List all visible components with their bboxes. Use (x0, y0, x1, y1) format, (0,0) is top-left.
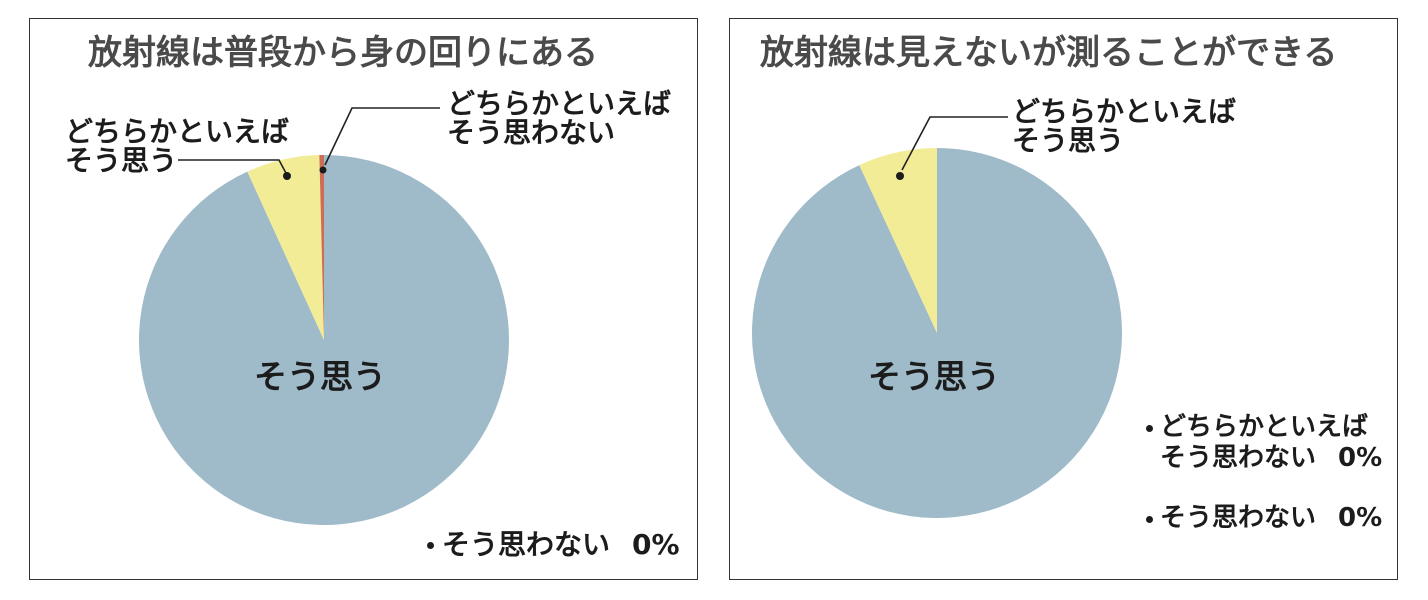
value-label: 0% (1338, 443, 1383, 473)
bullet-dot (427, 542, 434, 549)
leader-line-somewhat-agree-right (901, 116, 1008, 171)
label-somewhat-disagree-left: どちらかといえば そう思わない (447, 89, 671, 147)
pie-chart-left (138, 155, 509, 525)
pie-chart-right (752, 148, 1123, 518)
leader-line-somewhat-disagree-left (324, 107, 440, 166)
leader-dot-somewhat-agree-right (896, 172, 904, 180)
pie-slice-somewhat-agree-left (247, 155, 324, 340)
chart-title-right: 放射線は見えないが測ることができる (760, 33, 1338, 73)
category-label: そう思う (254, 357, 386, 396)
category-label: どちらかといえば そう思う (1012, 95, 1237, 157)
category-label: どちらかといえば そう思う (65, 115, 290, 177)
label-disagree-left: そう思わない 0% (427, 528, 680, 561)
label-somewhat-agree-right: どちらかといえば そう思う (1012, 97, 1236, 155)
bullet-dot (1146, 516, 1153, 523)
pie-slice-somewhat-disagree-left (319, 155, 324, 340)
chart-panel-right (729, 18, 1398, 580)
category-label: そう思う (868, 357, 1000, 396)
pie-slice-somewhat-agree-right (859, 148, 937, 333)
category-label: そう思わない (442, 528, 611, 561)
category-label: そう思わない (1160, 503, 1317, 533)
chart-panel-left (29, 18, 698, 580)
leader-line-somewhat-agree-left (178, 159, 288, 176)
category-label: どちらかといえば そう思わない (447, 87, 672, 149)
label-somewhat-agree-left: どちらかといえば そう思う (65, 117, 289, 175)
value-label: 0% (632, 528, 680, 561)
leader-dot-somewhat-disagree-left (319, 166, 327, 174)
pie-slice-agree-right (752, 148, 1123, 518)
bullet-dot (1146, 425, 1153, 432)
label-disagree-right: そう思わない 0% (1146, 503, 1383, 534)
pie-slice-agree-left (138, 155, 509, 525)
label-somewhat-disagree-right: どちらかといえば そう思わない 0% (1146, 412, 1383, 474)
category-label: どちらかといえば そう思わない (1160, 412, 1369, 473)
chart-title-left: 放射線は普段から身の回りにある (88, 33, 598, 73)
label-agree-right: そう思う (868, 358, 1000, 396)
leader-dot-somewhat-agree-left (283, 172, 291, 180)
label-agree-left: そう思う (254, 358, 386, 396)
value-label: 0% (1338, 503, 1383, 533)
